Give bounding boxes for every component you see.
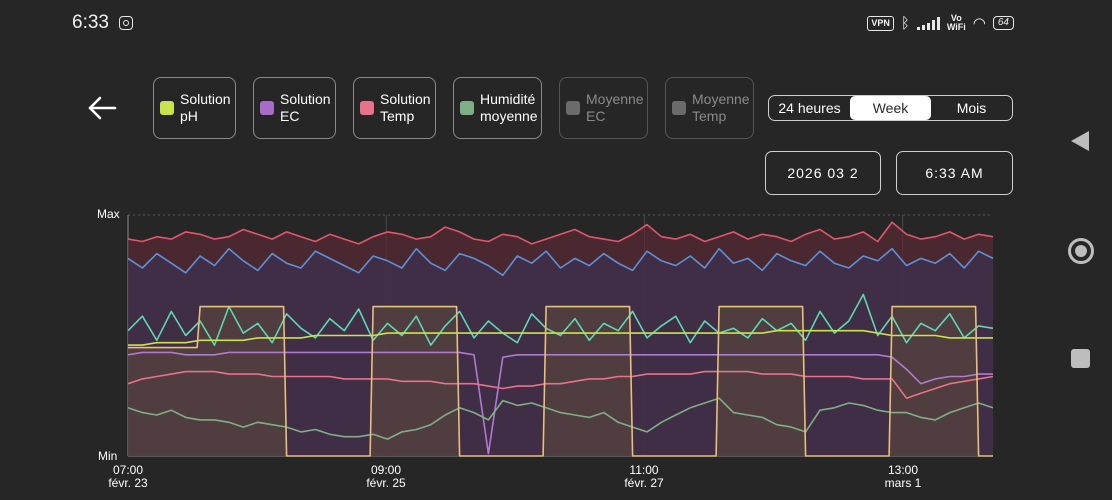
line-ec-purple [127,351,993,455]
nav-recents-icon[interactable] [1071,349,1090,368]
area-light-orange [128,306,993,456]
line-humid-green [127,397,994,440]
x-tick-date: févr. 27 [624,476,664,490]
legend-label: Solution EC [280,91,331,124]
vpn-icon: VPN [867,15,894,31]
range-week-option[interactable]: Week [850,96,931,120]
x-tick-label-0: 07:00 févr. 23 [88,464,168,490]
x-tick-date: févr. 25 [366,476,406,490]
line-ph-yellow [128,329,993,346]
date-picker[interactable]: 2026 03 2 [765,151,881,195]
chart-lines [127,221,994,457]
wifi-icon: ◠ [972,15,986,32]
back-arrow-icon[interactable] [86,92,118,124]
x-tick-label-3: 13:00 mars 1 [863,464,943,490]
legend-label: Humidité moyenne [480,91,538,124]
x-tick-date: mars 1 [884,476,922,490]
line-light-orange [128,305,993,457]
status-icons: VPN ᛒ Vo WiFi ◠ 64 [867,14,1014,32]
line-blue [127,247,994,277]
line-top-red [127,221,994,245]
vowifi-top: Vo [950,13,962,23]
vowifi-bottom: WiFi [946,22,966,32]
range-24h-option[interactable]: 24 heures [778,100,841,116]
instagram-icon [119,16,133,30]
legend-solution-ph-button[interactable]: Solution pH [153,77,236,139]
legend-label: Moyenne EC [586,91,644,124]
y-axis-max-label: Max [97,207,120,221]
moyenne-ec-swatch [566,101,580,115]
legend-humidite-moyenne-button[interactable]: Humidité moyenne [453,77,542,139]
range-selector: 24 heures Week Mois [768,95,1013,121]
x-tick-date: févr. 23 [108,476,148,490]
time-picker[interactable]: 6:33 AM [896,151,1013,195]
x-tick-time: 07:00 [112,463,144,477]
legend-solution-ec-button[interactable]: Solution EC [253,77,336,139]
legend-label: Solution Temp [380,91,431,124]
status-time: 6:33 [72,12,109,33]
humidity-swatch [460,101,474,115]
nav-home-icon[interactable] [1068,238,1094,264]
line-temp-pink [127,370,994,399]
line-teal [127,293,994,346]
x-tick-time: 13:00 [887,463,919,477]
chart-fills [128,222,993,456]
temp-swatch [360,101,374,115]
ec-swatch [260,101,274,115]
nav-back-icon[interactable] [1071,131,1089,151]
legend-label: Solution pH [180,91,231,124]
legend-label: Moyenne Temp [692,91,750,124]
ph-swatch [160,101,174,115]
range-month-option[interactable]: Mois [956,100,987,116]
battery-icon: 64 [992,16,1014,30]
x-tick-label-2: 11:00 févr. 27 [604,464,684,490]
x-tick-time: 11:00 [629,463,659,477]
legend-moyenne-temp-button[interactable]: Moyenne Temp [665,77,754,139]
y-axis-min-label: Min [98,449,118,463]
bluetooth-icon: ᛒ [900,14,910,32]
vowifi-icon: Vo WiFi [947,14,966,32]
legend-moyenne-ec-button[interactable]: Moyenne EC [559,77,648,139]
legend-solution-temp-button[interactable]: Solution Temp [353,77,436,139]
x-tick-label-1: 09:00 févr. 25 [346,464,426,490]
x-tick-time: 09:00 [370,463,402,477]
moyenne-temp-swatch [672,101,686,115]
signal-icon [916,16,940,30]
